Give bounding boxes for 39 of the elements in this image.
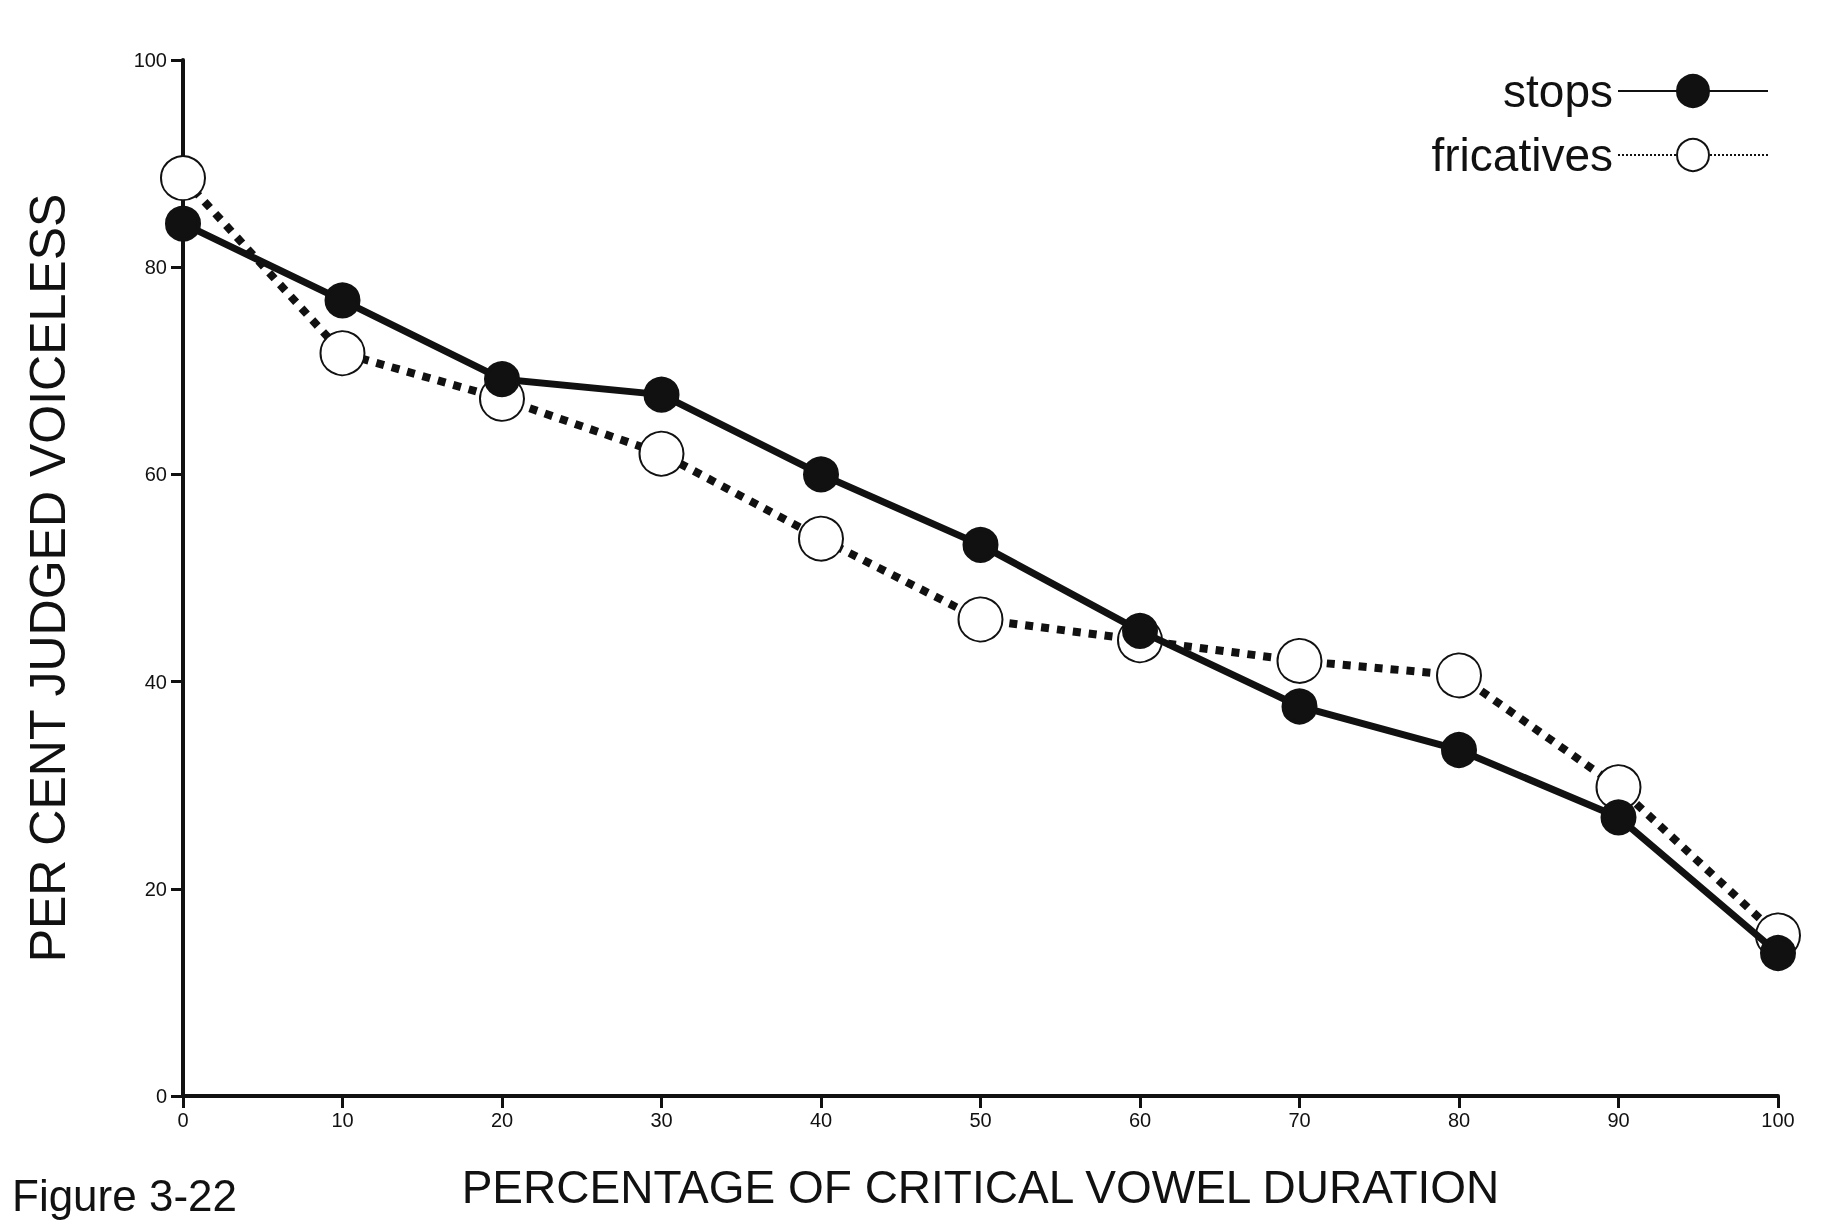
point xyxy=(1276,637,1323,684)
y-tick-label: 0 xyxy=(155,1085,167,1107)
x-tick-label: 90 xyxy=(1607,1109,1630,1131)
x-tick-label: 0 xyxy=(177,1109,189,1131)
legend-label: stops xyxy=(1503,65,1613,117)
y-tick-label: 20 xyxy=(144,877,167,900)
x-tick-label: 10 xyxy=(331,1109,354,1131)
x-tick-label: 60 xyxy=(1128,1109,1152,1131)
x-tick-label: 80 xyxy=(1447,1109,1471,1131)
x-tick-label: 40 xyxy=(809,1109,833,1131)
point xyxy=(643,376,680,413)
x-tick-label: 20 xyxy=(490,1109,514,1131)
x-axis-title: PERCENTAGE OF CRITICAL VOWEL DURATION xyxy=(461,1161,1500,1213)
point xyxy=(1436,652,1482,699)
point xyxy=(798,515,844,562)
point xyxy=(638,430,685,477)
caption: Figure 3-22 xyxy=(12,1170,238,1220)
y-tick-label: 60 xyxy=(144,463,167,486)
point xyxy=(324,282,361,319)
point xyxy=(160,155,206,202)
x-tick-label: 30 xyxy=(650,1109,673,1131)
x-tick-label: 50 xyxy=(969,1109,992,1131)
point xyxy=(962,526,999,563)
point xyxy=(319,330,366,377)
y-tick-label: 80 xyxy=(144,256,167,279)
point xyxy=(957,596,1004,643)
point xyxy=(803,456,839,493)
x-tick-label: 70 xyxy=(1288,1109,1311,1131)
y-tick-label: 40 xyxy=(144,670,167,693)
point xyxy=(165,205,201,242)
y-tick-label: 100 xyxy=(133,49,167,71)
y-axis-title: PER CENT JUDGED VOICELESS xyxy=(20,193,76,963)
point xyxy=(484,361,520,398)
point xyxy=(1760,935,1796,972)
point xyxy=(1441,731,1477,768)
point xyxy=(1600,799,1637,836)
legend-label: fricatives xyxy=(1431,129,1613,181)
point xyxy=(1281,688,1318,725)
x-tick-label: 100 xyxy=(1761,1109,1795,1131)
